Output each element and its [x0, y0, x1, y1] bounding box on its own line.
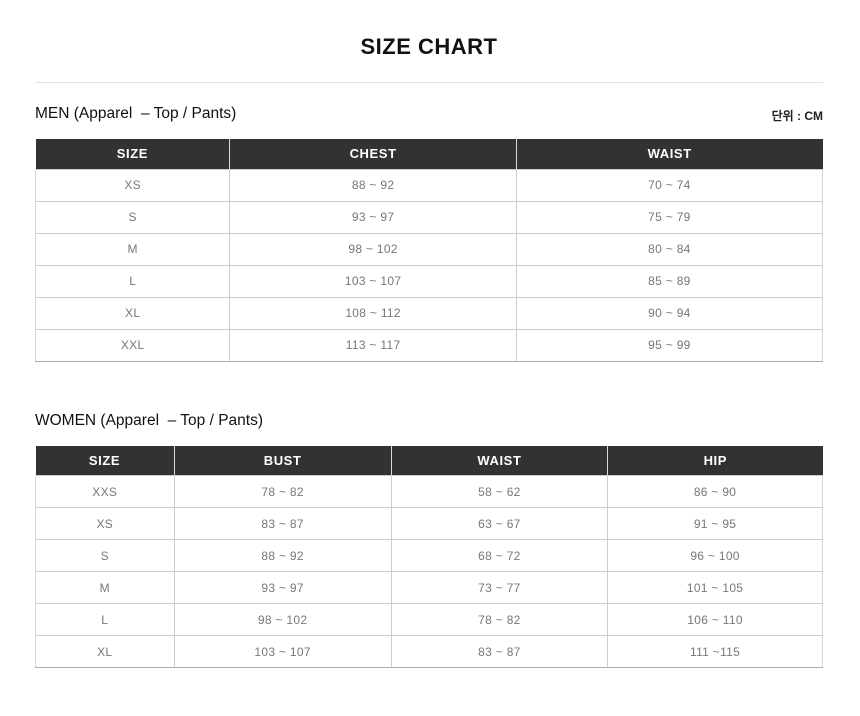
measure-cell: 70 ~ 74: [515, 168, 824, 202]
measure-cell: 95 ~ 99: [515, 328, 824, 362]
table-row: XS 83 ~ 87 63 ~ 67 91 ~ 95: [35, 507, 823, 540]
title-divider: [35, 82, 823, 83]
size-cell: XXL: [34, 328, 231, 362]
column-header-chest: CHEST: [229, 139, 517, 169]
table-row: S 88 ~ 92 68 ~ 72 96 ~ 100: [35, 539, 823, 572]
column-header-bust: BUST: [174, 445, 392, 476]
size-cell: S: [34, 200, 231, 234]
size-cell: M: [34, 232, 231, 266]
measure-cell: 93 ~ 97: [229, 200, 517, 234]
measure-cell: 98 ~ 102: [229, 232, 517, 266]
measure-cell: 88 ~ 92: [229, 168, 517, 202]
size-cell: L: [35, 603, 175, 636]
section-head: MEN (Apparel – Top / Pants) 단위 : CM: [35, 104, 823, 124]
size-cell: S: [35, 539, 175, 572]
measure-cell: 103 ~ 107: [229, 264, 517, 298]
measure-cell: 86 ~ 90: [607, 475, 823, 508]
column-header-size: SIZE: [35, 445, 175, 476]
page-title: SIZE CHART: [360, 34, 498, 59]
table-row: L 98 ~ 102 78 ~ 82 106 ~ 110: [35, 603, 823, 636]
table-row: XL 108 ~ 112 90 ~ 94: [34, 296, 824, 330]
column-header-hip: HIP: [607, 445, 823, 476]
table-header-row: SIZE BUST WAIST HIP: [35, 445, 823, 476]
measure-cell: 91 ~ 95: [607, 507, 823, 540]
table-row: M 98 ~ 102 80 ~ 84: [34, 232, 824, 266]
table-row: M 93 ~ 97 73 ~ 77 101 ~ 105: [35, 571, 823, 604]
size-section-men: MEN (Apparel – Top / Pants) 단위 : CM SIZE CH…: [34, 104, 824, 362]
measure-cell: 78 ~ 82: [390, 603, 609, 636]
size-cell: L: [34, 264, 231, 298]
measure-cell: 63 ~ 67: [390, 507, 609, 540]
size-cell: XS: [34, 168, 231, 202]
measure-cell: 103 ~ 107: [173, 635, 392, 668]
column-header-waist: WAIST: [516, 139, 823, 169]
measure-cell: 98 ~ 102: [173, 603, 392, 636]
measure-cell: 83 ~ 87: [390, 635, 609, 668]
table-row: XS 88 ~ 92 70 ~ 74: [34, 168, 824, 202]
measure-cell: 75 ~ 79: [515, 200, 824, 234]
measure-cell: 88 ~ 92: [173, 539, 392, 572]
table-header-row: SIZE CHEST WAIST: [35, 139, 823, 169]
table-row: L 103 ~ 107 85 ~ 89: [34, 264, 824, 298]
section-title-men: MEN (Apparel – Top / Pants): [35, 105, 237, 122]
measure-cell: 83 ~ 87: [173, 507, 392, 540]
measure-cell: 93 ~ 97: [173, 571, 392, 604]
measure-cell: 80 ~ 84: [515, 232, 824, 266]
section-head: WOMEN (Apparel – Top / Pants): [35, 411, 823, 431]
measure-cell: 73 ~ 77: [390, 571, 609, 604]
size-cell: XS: [35, 507, 175, 540]
size-cell: XL: [35, 635, 175, 668]
measure-cell: 108 ~ 112: [229, 296, 517, 330]
size-cell: XXS: [35, 475, 175, 508]
table-row: XL 103 ~ 107 83 ~ 87 111 ~115: [35, 635, 823, 668]
size-cell: M: [35, 571, 175, 604]
measure-cell: 111 ~115: [607, 635, 823, 668]
measure-cell: 96 ~ 100: [607, 539, 823, 572]
measure-cell: 78 ~ 82: [173, 475, 392, 508]
measure-cell: 90 ~ 94: [515, 296, 824, 330]
unit-label: 단위 : CM: [771, 109, 823, 123]
measure-cell: 68 ~ 72: [390, 539, 609, 572]
column-header-waist: WAIST: [391, 445, 609, 476]
measure-cell: 106 ~ 110: [607, 603, 823, 636]
size-tables-container: MEN (Apparel – Top / Pants) 단위 : CM SIZE CH…: [34, 104, 824, 668]
measure-cell: 58 ~ 62: [390, 475, 609, 508]
table-row: XXS 78 ~ 82 58 ~ 62 86 ~ 90: [35, 475, 823, 508]
measure-cell: 85 ~ 89: [515, 264, 824, 298]
table-row: S 93 ~ 97 75 ~ 79: [34, 200, 824, 234]
size-cell: XL: [34, 296, 231, 330]
section-title-women: WOMEN (Apparel – Top / Pants): [35, 411, 263, 429]
table-row: XXL 113 ~ 117 95 ~ 99: [34, 328, 824, 362]
measure-cell: 101 ~ 105: [607, 571, 823, 604]
size-chart-page: SIZE CHART MEN (Apparel – Top / Pants) 단위…: [34, 34, 824, 668]
size-section-women: WOMEN (Apparel – Top / Pants) SIZE BUST WAI…: [35, 411, 823, 668]
measure-cell: 113 ~ 117: [229, 328, 517, 362]
size-table-men: SIZE CHEST WAIST XS 88 ~ 92 70 ~ 74 S 93 ~ 97 75…: [34, 139, 824, 362]
size-table-women: SIZE BUST WAIST HIP XXS 78 ~ 82 58 ~ 62 86 ~ 90…: [35, 445, 823, 668]
column-header-size: SIZE: [35, 139, 231, 169]
